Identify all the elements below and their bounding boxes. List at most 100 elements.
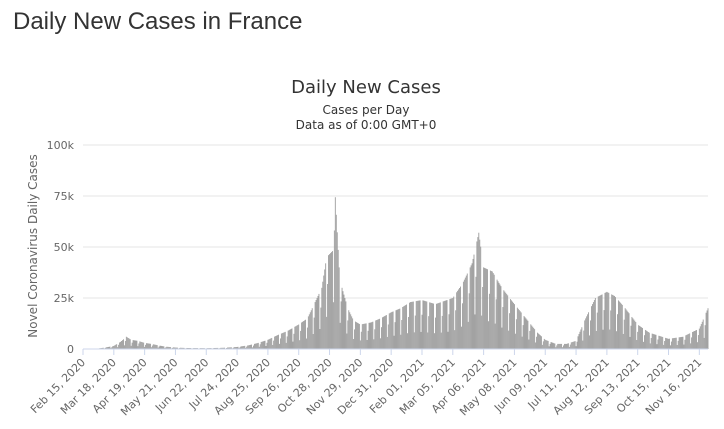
bar <box>234 347 236 349</box>
bar <box>619 302 621 349</box>
bar <box>376 320 378 349</box>
bar <box>566 343 567 349</box>
bar <box>170 347 172 349</box>
bar <box>661 336 663 349</box>
bar <box>293 333 295 349</box>
bar <box>392 311 394 349</box>
bar <box>607 292 609 349</box>
y-tick-label: 50k <box>54 241 75 254</box>
bar <box>559 343 561 349</box>
bar <box>274 336 276 349</box>
bar <box>517 308 519 349</box>
bar <box>217 347 219 349</box>
bar <box>331 252 332 349</box>
bar <box>518 310 520 349</box>
bar <box>705 312 707 349</box>
bar <box>159 345 161 349</box>
bar <box>678 337 680 349</box>
bar <box>611 294 613 349</box>
bar <box>286 336 288 349</box>
bar <box>308 314 310 349</box>
bar <box>622 333 624 349</box>
bar <box>418 300 420 349</box>
bar <box>114 345 116 349</box>
bar <box>546 340 548 349</box>
bar <box>174 347 175 349</box>
bar <box>379 318 381 349</box>
bar <box>698 328 700 349</box>
bar <box>222 347 224 349</box>
bar <box>252 347 253 349</box>
bar <box>294 326 296 349</box>
bar <box>658 335 660 349</box>
bar <box>324 269 326 349</box>
bar <box>172 347 173 349</box>
bar <box>373 339 375 349</box>
bar <box>459 288 460 349</box>
bar <box>141 342 143 349</box>
bar <box>236 346 238 349</box>
bar <box>581 327 583 349</box>
bar <box>144 346 146 349</box>
bar <box>498 282 500 349</box>
bar <box>655 334 657 349</box>
bar <box>504 291 506 349</box>
bar <box>158 346 160 349</box>
bar <box>583 330 585 349</box>
bar <box>665 337 667 349</box>
bar <box>249 345 251 349</box>
bar <box>104 347 106 349</box>
bar <box>253 343 255 349</box>
bar <box>362 323 364 349</box>
bar <box>564 343 565 349</box>
bar <box>359 340 361 349</box>
bar <box>261 341 263 349</box>
bar <box>697 335 699 349</box>
bar <box>683 344 685 349</box>
bar <box>237 346 239 349</box>
bar <box>491 271 493 349</box>
bar <box>135 340 137 349</box>
bar <box>216 347 218 349</box>
bar <box>307 316 309 349</box>
bar <box>458 289 460 349</box>
bar <box>676 345 678 349</box>
bar <box>102 347 104 349</box>
bar <box>449 299 451 349</box>
bar <box>414 315 416 349</box>
bar <box>415 301 417 349</box>
bar <box>175 347 176 349</box>
bar <box>499 284 501 349</box>
bar <box>529 330 531 349</box>
bar <box>691 337 693 349</box>
bar <box>687 334 689 349</box>
bar <box>438 302 440 349</box>
bar <box>137 346 139 349</box>
bar <box>409 302 410 349</box>
bar <box>182 347 184 349</box>
bar <box>291 328 293 349</box>
bar <box>487 269 488 349</box>
bar <box>374 329 376 349</box>
bar <box>406 304 408 349</box>
bar <box>105 347 107 349</box>
bar <box>101 347 103 349</box>
bar <box>288 330 290 349</box>
bar <box>494 323 496 349</box>
bar <box>316 298 318 349</box>
bar <box>411 301 413 349</box>
bar <box>482 287 484 349</box>
bar <box>496 279 498 349</box>
bar <box>685 335 687 349</box>
bar <box>478 232 480 349</box>
bar <box>301 322 303 349</box>
bar <box>421 314 423 349</box>
bar <box>269 338 271 349</box>
bar <box>646 331 648 349</box>
bar <box>669 338 670 349</box>
bar <box>632 318 634 349</box>
bar <box>582 340 584 349</box>
bar <box>332 302 334 349</box>
bar <box>513 302 514 349</box>
